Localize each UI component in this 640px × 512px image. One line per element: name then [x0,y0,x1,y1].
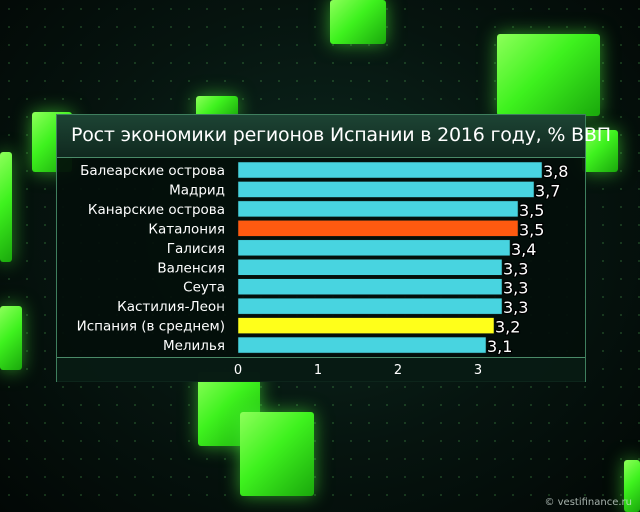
chart-title: Рост экономики регионов Испании в 2016 г… [71,124,611,146]
x-tick-label: 0 [234,363,242,378]
category-label: Галисия [167,241,225,257]
data-label: 3,4 [511,240,536,259]
watermark: © vestifinance.ru [544,497,632,508]
category-label: Балеарские острова [80,163,225,179]
green-cube-decoration [240,412,314,496]
data-label: 3,8 [543,162,568,181]
bar [237,220,519,237]
data-label: 3,7 [535,181,560,200]
bar [237,239,511,257]
category-label: Мелилья [163,338,225,354]
green-cube-decoration [497,34,600,116]
green-cube-decoration [582,130,618,172]
green-cube-decoration [0,152,12,262]
category-label: Канарские острова [88,202,225,218]
category-label: Сеута [183,280,225,296]
data-label: 3,2 [495,318,520,337]
x-tick-label: 1 [314,363,322,378]
category-label: Каталония [148,221,225,237]
chart-title-bar: Рост экономики регионов Испании в 2016 г… [57,115,611,158]
green-cube-decoration [330,0,386,44]
bar [237,181,535,198]
green-cube-decoration [624,460,640,512]
bar [237,297,503,315]
bar [237,259,503,276]
bar [237,336,487,354]
bar [237,161,543,179]
green-cube-decoration [0,306,22,370]
data-label: 3,5 [519,220,544,239]
category-label: Кастилия-Леон [117,299,225,315]
data-label: 3,3 [503,279,528,298]
bar [237,317,495,334]
category-label: Мадрид [169,182,225,198]
data-label: 3,3 [503,259,528,278]
chart-panel: Рост экономики регионов Испании в 2016 г… [56,114,611,382]
x-axis-strip [57,357,585,382]
x-tick-label: 3 [474,363,482,378]
bar-chart: Балеарские острова 3,8 Мадрид 3,7 Канарские … [77,161,570,378]
data-label: 3,3 [503,298,528,317]
category-label: Валенсия [157,260,225,276]
green-cube-decoration [196,96,238,118]
category-label: Испания (в среднем) [77,319,225,335]
bar [237,200,519,218]
data-label: 3,1 [487,337,512,356]
bar [237,278,503,295]
data-label: 3,5 [519,201,544,220]
x-tick-label: 2 [394,363,402,378]
